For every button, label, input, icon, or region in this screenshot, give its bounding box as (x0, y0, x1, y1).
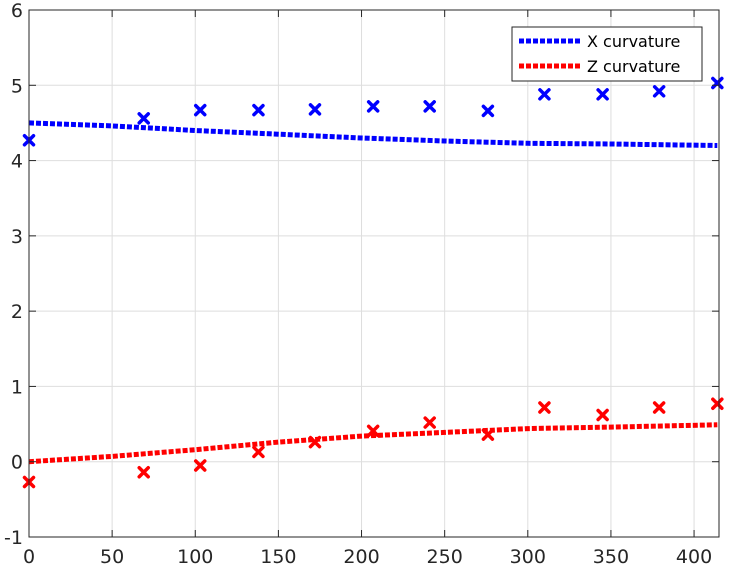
data-point-1 (423, 416, 436, 429)
fit-line-1 (28, 422, 718, 465)
legend: X curvature Z curvature (511, 26, 703, 82)
x-tick-label: 200 (343, 546, 379, 568)
legend-box (511, 26, 703, 82)
y-tick-label: 2 (11, 301, 23, 323)
y-tick-label: 6 (11, 0, 23, 22)
data-point-1 (711, 397, 724, 410)
data-point-0 (194, 103, 207, 117)
data-point-0 (308, 103, 322, 116)
data-point-0 (137, 112, 150, 125)
data-point-0 (652, 85, 666, 98)
data-point-1 (366, 424, 380, 438)
data-points (22, 76, 724, 489)
y-tick-label: -1 (4, 527, 23, 549)
legend-label-1: Z curvature (587, 57, 680, 76)
data-point-0 (596, 88, 609, 101)
grid (29, 10, 719, 537)
fit-lines (28, 120, 718, 465)
data-point-0 (538, 88, 551, 101)
x-tick-label: 300 (510, 546, 546, 568)
data-point-1 (538, 401, 551, 414)
data-point-1 (194, 459, 207, 472)
data-point-1 (481, 428, 495, 441)
data-point-1 (252, 445, 265, 459)
x-tick-label: 50 (100, 546, 124, 568)
data-point-1 (652, 401, 666, 414)
plot-frame (28, 9, 720, 538)
x-tick-label: 350 (593, 546, 629, 568)
x-tick-label: 100 (177, 546, 213, 568)
x-tick-label: 250 (427, 546, 463, 568)
x-tick-label: 400 (676, 546, 712, 568)
y-tick-label: 1 (11, 376, 23, 398)
y-tick-label: 4 (11, 151, 23, 173)
fit-line-0 (28, 120, 718, 148)
data-point-0 (423, 100, 436, 113)
data-point-0 (481, 104, 495, 118)
y-tick-label: 0 (11, 452, 23, 474)
data-point-1 (137, 466, 150, 479)
x-tick-label: 0 (23, 546, 35, 568)
legend-label-0: X curvature (587, 32, 680, 51)
data-point-0 (252, 103, 265, 117)
x-tick-label: 150 (260, 546, 296, 568)
y-tick-label: 3 (11, 226, 23, 248)
data-point-1 (596, 408, 609, 422)
data-point-0 (711, 76, 724, 90)
data-point-0 (366, 100, 380, 113)
data-point-1 (308, 435, 322, 449)
y-tick-label: 5 (11, 75, 23, 97)
